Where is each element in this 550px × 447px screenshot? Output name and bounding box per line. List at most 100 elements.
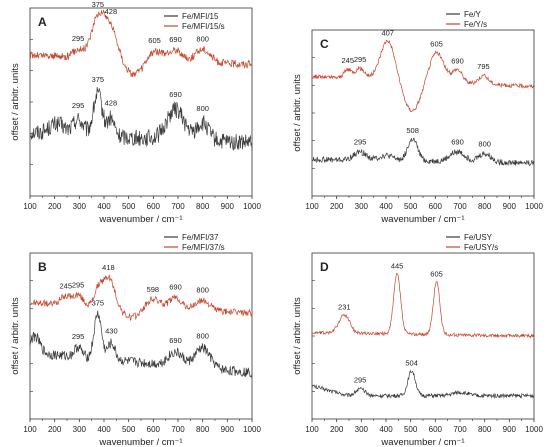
series-line-treated [29, 9, 253, 77]
peak-label: 375 [92, 299, 105, 308]
x-tick-label: 700 [453, 425, 467, 434]
panel-D: D 100 200 300 400 500 600 700 800 900 1000 wavenumb… [292, 233, 543, 447]
peak-label: 690 [451, 138, 464, 147]
x-tick-label: 500 [122, 425, 136, 434]
x-tick-label: 600 [147, 202, 161, 211]
peak-label: 508 [406, 126, 419, 135]
peak-label: 295 [354, 138, 367, 147]
peak-label: 605 [430, 39, 443, 48]
peak-label: 690 [169, 35, 182, 44]
x-tick-label: 900 [221, 202, 235, 211]
series-line-treated [29, 274, 253, 322]
x-tick-label: 800 [196, 202, 210, 211]
peak-label: 375 [92, 0, 105, 9]
peak-label: 690 [169, 283, 182, 292]
x-tick-label: 200 [330, 425, 344, 434]
peak-label: 295 [72, 332, 85, 341]
legend-entry: Fe/MFI/15 [182, 12, 219, 21]
x-tick-label: 600 [147, 425, 161, 434]
peak-label: 407 [381, 28, 394, 37]
peak-label: 295 [72, 34, 85, 43]
peak-label: 800 [196, 104, 209, 113]
x-tick-label: 400 [379, 425, 393, 434]
series-line-untreated [311, 369, 535, 399]
x-tick-label: 200 [48, 202, 62, 211]
series-line-untreated [29, 87, 253, 151]
peak-label: 800 [196, 35, 209, 44]
x-axis-label: wavenumber / cm⁻¹ [98, 437, 182, 447]
legend-entry: Fe/MFI/15/s [182, 22, 225, 31]
peak-label: 295 [354, 376, 367, 385]
x-tick-label: 900 [503, 425, 517, 434]
x-tick-label: 600 [429, 202, 443, 211]
x-tick-label: 700 [453, 202, 467, 211]
x-tick-label: 500 [404, 202, 418, 211]
peak-label: 428 [105, 7, 118, 16]
x-tick-label: 900 [503, 202, 517, 211]
x-tick-label: 600 [429, 425, 443, 434]
panel-C: C 100 200 300 400 500 600 700 800 900 1000 wavenumb… [292, 10, 543, 225]
x-tick-label: 700 [171, 425, 185, 434]
legend-entry: Fe/Y/s [464, 20, 487, 29]
legend: Fe/YFe/Y/s [446, 10, 487, 29]
x-tick-label: 1000 [243, 425, 261, 434]
x-tick-label: 200 [48, 425, 62, 434]
x-tick-label: 1000 [525, 202, 543, 211]
panel-label: C [320, 37, 329, 51]
peak-label: 245 [342, 56, 355, 65]
legend-entry: Fe/USY [464, 233, 493, 242]
plot-frame [29, 252, 253, 420]
panel-B: B 100 200 300 400 500 600 700 800 900 1000 wavenumb… [10, 233, 261, 447]
peak-label: 245 [60, 281, 73, 290]
peak-label: 430 [105, 326, 118, 335]
x-axis-label: wavenumber / cm⁻¹ [380, 214, 464, 225]
peak-label: 598 [147, 285, 160, 294]
x-tick-label: 100 [305, 425, 319, 434]
y-axis-label: offset / arbitr. units [292, 74, 303, 152]
peak-label: 605 [430, 270, 443, 279]
series-line-treated [311, 39, 535, 113]
x-tick-label: 400 [97, 425, 111, 434]
series-line-treated [311, 272, 535, 339]
x-tick-label: 100 [305, 202, 319, 211]
x-tick-label: 900 [221, 425, 235, 434]
x-tick-label: 700 [171, 202, 185, 211]
x-tick-label: 800 [478, 425, 492, 434]
peak-label: 605 [148, 36, 161, 45]
panel-A: A 100 200 300 400 500 600 700 800 900 1000 wavenumb… [10, 0, 261, 225]
panel-label: D [320, 260, 329, 274]
x-tick-label: 400 [379, 202, 393, 211]
peak-label: 800 [196, 286, 209, 295]
plot-frame [29, 7, 253, 197]
x-tick-label: 300 [73, 202, 87, 211]
x-tick-label: 300 [73, 425, 87, 434]
x-tick-label: 300 [355, 425, 369, 434]
peak-label: 800 [478, 139, 491, 148]
peak-label: 375 [92, 75, 105, 84]
x-tick-label: 100 [23, 202, 37, 211]
plot-frame [311, 29, 535, 197]
x-tick-label: 200 [330, 202, 344, 211]
x-axis-label: wavenumber / cm⁻¹ [380, 437, 464, 447]
x-axis-label: wavenumber / cm⁻¹ [98, 214, 182, 225]
y-axis-label: offset / arbitr. units [10, 63, 21, 141]
x-tick-label: 500 [122, 202, 136, 211]
peak-label: 795 [477, 62, 490, 71]
panel-label: A [38, 15, 47, 29]
y-axis-label: offset / arbitr. units [292, 297, 303, 375]
y-axis-label: offset / arbitr. units [10, 297, 21, 375]
legend-entry: Fe/Y [464, 10, 482, 19]
peak-label: 428 [105, 98, 118, 107]
peak-label: 800 [196, 331, 209, 340]
legend-entry: Fe/USY/s [464, 243, 498, 252]
peak-label: 504 [405, 359, 418, 368]
peak-label: 690 [169, 90, 182, 99]
legend-entry: Fe/MFI/37/s [182, 243, 225, 252]
peak-label: 418 [102, 263, 115, 272]
x-tick-label: 800 [478, 202, 492, 211]
series-line-untreated [29, 310, 253, 379]
panel-label: B [38, 260, 47, 274]
